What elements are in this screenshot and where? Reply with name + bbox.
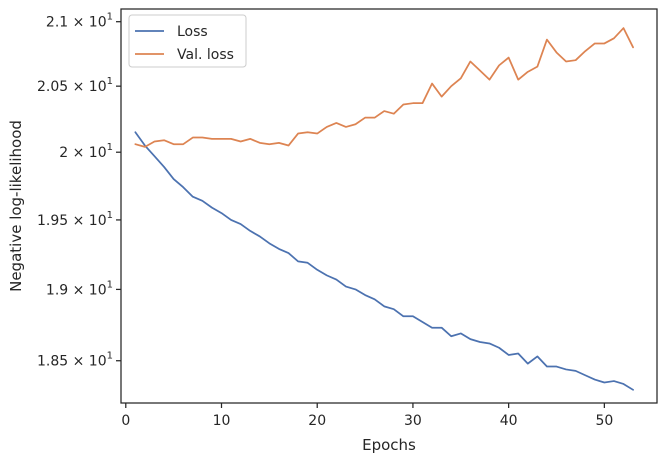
y-tick-exponent: 1 <box>107 12 113 23</box>
y-tick-exponent: 1 <box>107 351 113 362</box>
axes-frame <box>120 8 658 404</box>
y-tick-label: 1.9 × 101 <box>46 279 113 298</box>
x-tick-label: 0 <box>121 413 130 429</box>
x-tick-label: 20 <box>308 413 326 429</box>
y-tick-exponent: 1 <box>107 76 113 87</box>
legend-label: Val. loss <box>177 47 234 63</box>
y-tick-mantissa: 2 × 10 <box>59 145 106 161</box>
y-tick-mantissa: 2.1 × 10 <box>46 15 107 31</box>
x-tick-label: 30 <box>404 413 422 429</box>
y-tick-label: 1.85 × 101 <box>37 351 113 370</box>
x-tick-label: 10 <box>213 413 231 429</box>
y-tick-label: 2.1 × 101 <box>46 12 113 31</box>
series-line-val-loss <box>134 27 634 148</box>
y-tick-mantissa: 1.9 × 10 <box>46 282 107 298</box>
legend: Loss Val. loss <box>128 14 247 68</box>
y-tick-mantissa: 1.85 × 10 <box>37 354 107 370</box>
y-tick-mantissa: 2.05 × 10 <box>37 79 107 95</box>
y-tick-exponent: 1 <box>107 142 113 153</box>
x-axis-label: Epochs <box>362 436 416 454</box>
y-tick-mantissa: 1.95 × 10 <box>37 213 107 229</box>
series-line-loss <box>134 131 634 391</box>
y-tick-label: 1.95 × 101 <box>37 210 113 229</box>
x-tick-label: 50 <box>595 413 613 429</box>
y-tick-exponent: 1 <box>107 210 113 221</box>
y-axis-label: Negative log-likelihood <box>7 120 25 292</box>
legend-label: Loss <box>177 24 208 40</box>
x-tick-label: 40 <box>500 413 518 429</box>
y-tick-exponent: 1 <box>107 279 113 290</box>
y-tick-label: 2 × 101 <box>59 142 113 161</box>
y-tick-label: 2.05 × 101 <box>37 76 113 95</box>
x-axis-ticks: 0 10 20 30 40 50 <box>121 403 613 429</box>
series-layer <box>134 27 634 391</box>
